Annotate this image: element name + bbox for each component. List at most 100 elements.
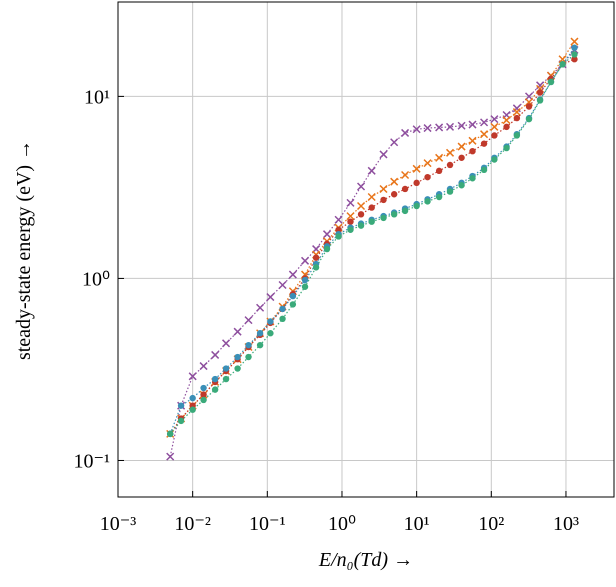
- data-point: [401, 128, 410, 137]
- data-point: [390, 138, 399, 147]
- data-point: [188, 372, 197, 381]
- x-tick-label: 10³: [553, 513, 579, 535]
- data-point: [200, 391, 207, 398]
- data-point: [379, 150, 388, 159]
- y-tick-label: 10⁰: [82, 268, 110, 290]
- x-tick-label: 10⁻³: [100, 513, 137, 535]
- data-point: [244, 316, 253, 325]
- data-point: [412, 125, 421, 134]
- data-point: [424, 173, 431, 181]
- x-tick-label: 10¹: [404, 513, 430, 535]
- data-point: [558, 55, 567, 64]
- data-point: [357, 222, 365, 229]
- data-point: [200, 396, 207, 404]
- data-point: [435, 193, 443, 201]
- data-point: [571, 56, 578, 63]
- x-tick-label: 10²: [478, 513, 504, 535]
- data-point: [401, 185, 409, 193]
- data-point: [525, 103, 533, 110]
- data-point: [233, 327, 242, 336]
- data-point: [445, 148, 455, 157]
- data-point: [211, 386, 219, 393]
- data-point: [222, 365, 230, 372]
- data-point: [289, 292, 297, 300]
- data-point: [458, 154, 465, 161]
- data-point: [469, 175, 476, 182]
- x-tick-label: 10⁻¹: [249, 513, 286, 535]
- data-point: [288, 270, 297, 279]
- data-point: [278, 280, 287, 290]
- data-point: [480, 140, 488, 147]
- data-point: [279, 315, 286, 323]
- data-point: [357, 211, 365, 218]
- data-point: [379, 184, 388, 194]
- data-point: [334, 215, 343, 224]
- data-point: [401, 207, 409, 215]
- data-point: [367, 192, 376, 202]
- data-point: [570, 37, 579, 46]
- data-point: [390, 177, 399, 186]
- data-point: [446, 161, 454, 169]
- data-point: [469, 147, 476, 155]
- data-point: [559, 61, 566, 68]
- data-point: [211, 375, 219, 383]
- data-point: [267, 330, 274, 337]
- y-tick-label: 10¹: [84, 86, 110, 108]
- data-point: [368, 204, 375, 211]
- data-point: [435, 167, 443, 175]
- data-point: [357, 182, 366, 191]
- x-tick-label: 10⁻²: [174, 513, 211, 535]
- data-point: [256, 330, 264, 337]
- data-point: [390, 191, 398, 198]
- data-point: [490, 122, 499, 131]
- data-point: [199, 362, 208, 371]
- data-point: [571, 44, 578, 51]
- data-point: [357, 201, 366, 211]
- data-point: [266, 293, 275, 302]
- data-point: [513, 132, 521, 139]
- data-point: [368, 218, 375, 225]
- data-point: [468, 136, 477, 145]
- data-point: [367, 166, 376, 175]
- data-point: [323, 245, 331, 253]
- data-point: [457, 121, 466, 130]
- data-point: [245, 353, 252, 361]
- data-point: [166, 452, 175, 461]
- data-point: [457, 142, 466, 151]
- data-point: [536, 81, 545, 90]
- plot-frame: [117, 1, 615, 498]
- data-point: [480, 130, 489, 139]
- y-axis-label: steady-state energy (eV) →: [13, 140, 35, 360]
- data-point: [301, 276, 309, 284]
- data-point: [347, 226, 354, 233]
- x-tick-label: 10⁰: [328, 513, 356, 535]
- data-point: [446, 188, 454, 195]
- data-point: [435, 123, 444, 132]
- x-axis-label: E/n₀(Td) →: [318, 549, 413, 571]
- data-point: [267, 318, 274, 325]
- y-tick-label: 10⁻¹: [73, 450, 110, 472]
- data-point: [222, 339, 231, 348]
- data-point: [423, 124, 432, 133]
- data-point: [189, 394, 196, 402]
- data-point: [200, 384, 207, 392]
- data-point: [234, 353, 241, 361]
- data-point: [480, 118, 489, 127]
- data-point: [571, 51, 578, 58]
- data-point: [547, 78, 555, 86]
- data-point: [390, 211, 398, 218]
- data-point: [346, 198, 355, 207]
- data-point: [301, 283, 309, 290]
- data-point: [435, 153, 444, 162]
- data-point: [335, 233, 342, 240]
- data-point: [222, 375, 230, 383]
- data-point: [525, 115, 533, 123]
- data-point: [424, 198, 431, 205]
- data-point: [289, 301, 297, 308]
- data-point: [480, 166, 488, 174]
- data-point: [536, 97, 544, 104]
- data-point: [279, 305, 286, 313]
- data-point: [401, 170, 410, 180]
- data-point: [256, 341, 264, 349]
